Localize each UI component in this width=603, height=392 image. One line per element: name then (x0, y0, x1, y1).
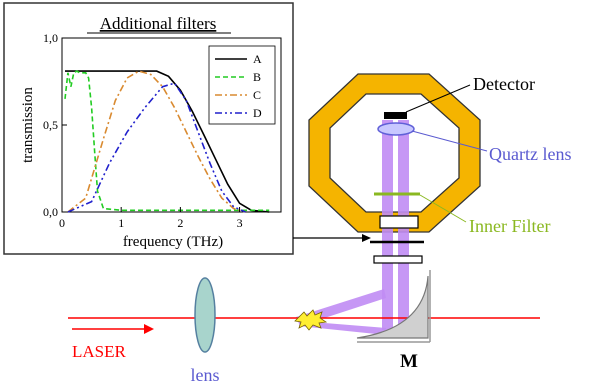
legend-label-b: B (253, 70, 261, 84)
filter-holder-top (379, 215, 419, 229)
inset-pointer-arrowhead (362, 234, 371, 242)
filter-holder-bottom (373, 255, 423, 264)
plasma-spark-icon (294, 309, 328, 331)
y-tick-label: 0,5 (43, 118, 58, 132)
x-tick-label: 2 (177, 216, 183, 230)
x-tick-label: 3 (237, 216, 243, 230)
chart-title: Additional filters (100, 14, 217, 33)
detector-label: Detector (473, 74, 535, 94)
tick-layer: 0 1 2 3 0,0 0,5 1,0 (43, 31, 243, 230)
legend-label-d: D (253, 106, 262, 120)
series-layer (64, 70, 270, 213)
focusing-lens (194, 277, 216, 353)
inner-filter-callout (419, 194, 467, 223)
plot-area: 0 1 2 3 0,0 0,5 1,0 (43, 31, 282, 230)
quartz-lens-callout (411, 130, 488, 152)
detector-callout (405, 84, 471, 113)
quartz-lens-label: Quartz lens (489, 144, 571, 164)
series-line-a (65, 70, 270, 213)
x-tick-label: 0 (59, 216, 65, 230)
octagon-interior (329, 93, 460, 213)
series-line-c (67, 70, 246, 213)
lens-label: lens (191, 365, 220, 385)
legend-label-c: C (253, 88, 261, 102)
laser-label: LASER (72, 342, 127, 361)
y-axis-label: transmission (20, 87, 36, 163)
legend-label-a: A (253, 52, 262, 66)
series-line-b (64, 70, 270, 212)
detector (384, 112, 407, 119)
y-tick-label: 1,0 (43, 31, 58, 45)
x-tick-label: 1 (118, 216, 124, 230)
inner-filter-label: Inner Filter (469, 216, 550, 236)
mirror-label: M (400, 351, 418, 372)
y-tick-label: 0,0 (43, 205, 58, 219)
beam-to-mirror-lower (299, 321, 386, 335)
laser-arrow-head (144, 324, 154, 334)
quartz-lens (377, 122, 415, 136)
x-axis-label: frequency (THz) (123, 234, 223, 250)
parabolic-mirror (356, 275, 429, 339)
